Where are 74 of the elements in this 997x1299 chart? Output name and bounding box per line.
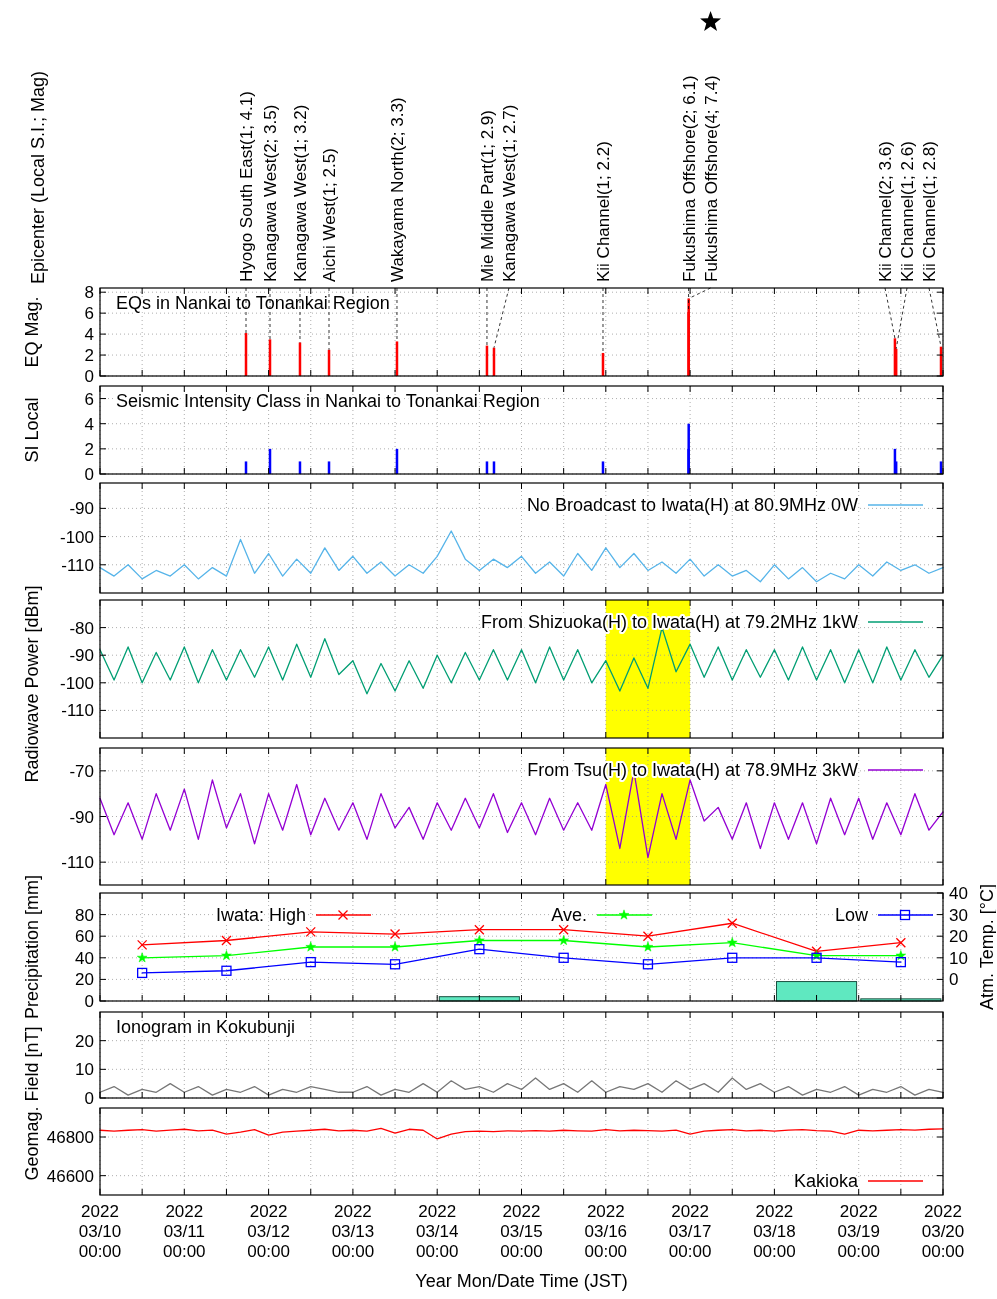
x-tick-label: 2022 03/14 00:00 (415, 1202, 459, 1261)
legend-label: Kakioka (793, 1171, 859, 1191)
y-tick-label: 0 (84, 1089, 94, 1108)
y-tick-label: -110 (61, 555, 94, 575)
y-tick-label: 46800 (46, 1128, 94, 1147)
y-axis-title: Geomag. Field [nT] (22, 1026, 42, 1181)
y-tick-label: 20 (75, 970, 94, 990)
y-tick-label: -70 (69, 761, 94, 781)
y-tick-label: 20 (75, 1031, 94, 1051)
y-axis-title: SI Local (22, 397, 42, 463)
y2-tick-label: 0 (949, 970, 959, 990)
legend-label: Low (834, 905, 869, 925)
text: Epicenter (Local S.I.; Mag) (28, 70, 48, 284)
y-tick-label: 0 (84, 992, 94, 1011)
y-tick-label: 4 (84, 414, 94, 434)
annotation: Kanagawa West(1; 3.2) (290, 104, 310, 282)
annotation: Kanagawa West(2; 3.5) (261, 104, 281, 282)
y-tick-label: 46600 (46, 1166, 94, 1186)
y-tick-label: 80 (75, 905, 94, 925)
x-tick-label: 2022 03/13 00:00 (331, 1202, 375, 1261)
y-tick-label: -110 (61, 701, 94, 721)
y-tick-label: -90 (69, 807, 94, 827)
y-axis-title: Precipitation [mm] (22, 874, 42, 1020)
annotation: Kii Channel(1; 2.6) (898, 141, 917, 282)
x-tick-label: 2022 03/19 00:00 (837, 1202, 880, 1261)
annotation: Mie Middle Part(1; 2.9) (477, 110, 497, 282)
annotation: Fukushima Offshore(2; 6.1) (679, 75, 699, 282)
legend-label: Iwata: High (215, 905, 306, 925)
y2-tick-label: 10 (949, 948, 968, 968)
y-tick-label: -110 (61, 853, 94, 873)
y-tick-label: 4 (84, 325, 94, 345)
y2-tick-label: 40 (949, 884, 968, 903)
x-tick-label: 2022 03/16 00:00 (584, 1202, 628, 1261)
y-tick-label: 60 (75, 927, 94, 947)
y-tick-label: -100 (59, 527, 94, 547)
x-tick-label: 2022 03/12 00:00 (247, 1202, 290, 1261)
x-tick-label: 2022 03/10 00:00 (78, 1202, 122, 1261)
y-tick-label: -100 (59, 673, 94, 693)
y-axis-title: EQ Mag. (22, 296, 42, 368)
y2-tick-label: 20 (949, 927, 968, 947)
x-axis-title: Year Mon/Date Time (JST) (415, 1271, 628, 1291)
x-tick-label: 2022 03/18 00:00 (753, 1202, 796, 1261)
chart-title: Seismic Intensity Class in Nankai to Tonankai Region (116, 391, 540, 411)
annotation: Hyogo South East(1; 4.1) (237, 91, 256, 282)
x-tick-label: 2022 03/15 00:00 (500, 1202, 543, 1261)
annotation: Kii Channel(2; 3.6) (876, 141, 895, 282)
y-tick-label: 8 (84, 283, 94, 303)
y-tick-label: 10 (75, 1060, 94, 1080)
annotation: Fukushima Offshore(4; 7.4) (701, 75, 721, 282)
y-tick-label: 6 (84, 304, 94, 324)
y-axis-title: Radiowave Power [dBm] (22, 585, 42, 783)
y-tick-label: 0 (84, 367, 94, 386)
y-tick-label: -80 (69, 618, 94, 638)
y-tick-label: 2 (84, 439, 94, 459)
y-tick-label: -90 (69, 499, 94, 519)
annotation: Kii Channel(1; 2.2) (593, 141, 613, 282)
legend-label: Ave. (551, 905, 587, 925)
chart-title: EQs in Nankai to Tonankai Region (116, 293, 390, 313)
annotation: Wakayama North(2; 3.3) (387, 97, 407, 282)
y-tick-label: 40 (75, 948, 94, 968)
y2-axis-title: Atm. Temp. [°C] (977, 884, 997, 1010)
y2-tick-label: 30 (949, 905, 968, 925)
x-tick-label: 2022 03/17 00:00 (668, 1202, 712, 1261)
y-tick-label: 2 (84, 346, 94, 366)
x-tick-label: 2022 03/11 00:00 (163, 1202, 206, 1261)
y-tick-label: -90 (69, 646, 94, 666)
y-tick-label: 0 (84, 465, 94, 484)
annotation: Aichi West(1; 2.5) (320, 148, 340, 282)
y-tick-label: 6 (84, 389, 94, 409)
annotation: Kanagawa West(1; 2.7) (499, 104, 519, 282)
annotation: Kii Channel(1; 2.8) (920, 141, 939, 282)
chart-title: Ionogram in Kokubunji (116, 1017, 296, 1037)
legend-label: No Broadcast to Iwata(H) at 80.9MHz 0W (526, 495, 858, 515)
x-tick-label: 2022 03/20 00:00 (921, 1202, 965, 1261)
